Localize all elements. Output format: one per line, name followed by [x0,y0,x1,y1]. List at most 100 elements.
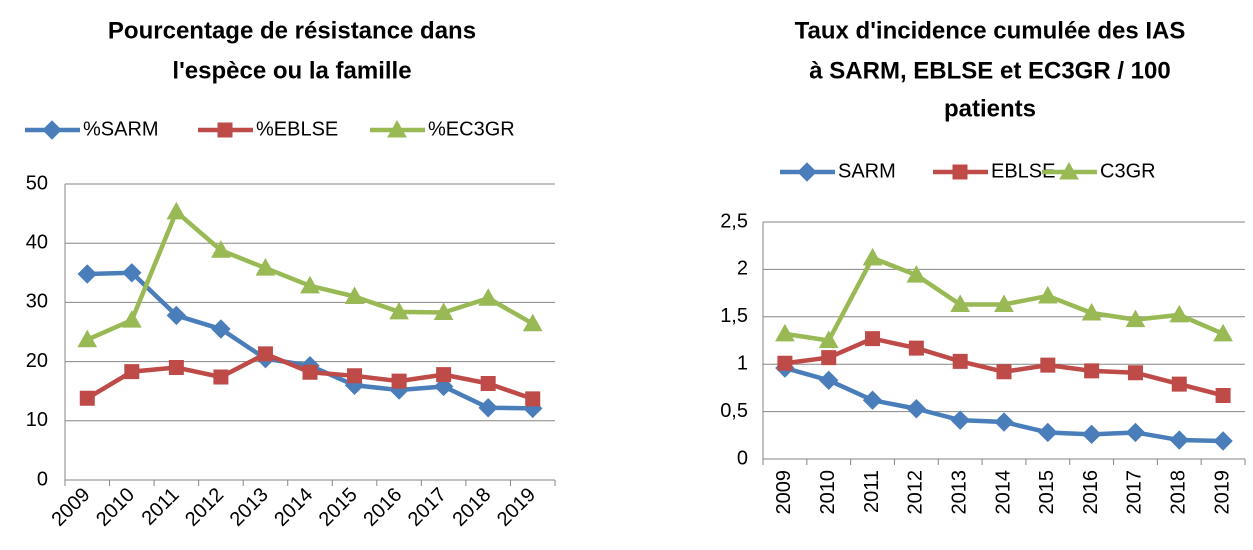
x-tick-label: 2010 [817,470,839,515]
y-tick-label: 1,5 [720,305,748,327]
data-point [908,340,924,356]
data-point [480,376,496,392]
data-point [950,410,970,430]
data-point [1171,376,1187,392]
x-tick-label: 2009 [48,484,95,531]
x-tick-label: 2013 [226,484,273,531]
data-point [1081,424,1102,445]
data-point [211,240,231,258]
x-tick-label: 2017 [1124,470,1146,515]
chart-title: l'espèce ou la famille [172,57,411,84]
data-point [344,286,365,304]
legend-marker [217,122,233,138]
legend-marker [42,120,62,140]
legend-label: EBLSE [991,160,1055,182]
data-point [257,346,273,362]
data-point [302,364,318,380]
data-point [525,391,541,407]
data-point [906,399,927,419]
chart-title: Taux d'incidence cumulée des IAS [795,17,1186,44]
data-point [950,294,971,312]
data-point [1215,387,1231,403]
data-point [1037,285,1058,304]
data-point [994,294,1014,312]
legend-label: SARM [838,160,896,182]
data-point [996,364,1012,380]
y-tick-label: 2 [737,258,748,280]
data-point [347,368,363,384]
legend-marker [952,164,968,180]
data-point [1127,365,1143,381]
x-tick-label: 2011 [138,484,184,530]
data-point [300,275,320,294]
data-point [1169,430,1189,450]
legend-marker [387,119,407,138]
x-tick-label: 2017 [404,484,451,531]
x-tick-label: 2011 [861,470,883,513]
data-point [211,319,231,339]
legend-label: C3GR [1100,160,1156,182]
data-point [1125,422,1146,443]
x-tick-label: 2010 [92,484,139,531]
x-tick-label: 2016 [359,484,406,531]
data-point [821,350,837,366]
data-point [818,330,839,348]
x-tick-label: 2013 [948,470,970,515]
data-point [433,302,454,320]
data-point [1213,323,1233,342]
data-point [777,355,793,371]
x-tick-label: 2014 [992,470,1014,515]
y-tick-label: 50 [26,172,48,194]
y-tick-label: 1 [737,352,748,374]
x-tick-label: 2019 [493,484,540,531]
data-point [124,364,140,380]
x-tick-label: 2015 [1036,470,1058,515]
x-tick-label: 2012 [181,484,228,531]
data-point [166,201,187,220]
data-point [478,288,499,306]
x-tick-label: 2019 [1211,470,1233,515]
x-tick-label: 2015 [315,484,362,531]
y-tick-label: 10 [26,409,48,431]
chart-title: patients [944,95,1036,122]
data-point [1169,304,1190,323]
legend-marker [1059,161,1079,180]
data-point [122,263,142,283]
legend-label: %SARM [83,118,159,140]
data-point [1081,302,1102,321]
legend-label: %EBLSE [256,118,338,140]
y-tick-label: 0 [737,447,748,469]
legend-marker [797,162,817,182]
data-point [166,305,187,326]
y-tick-label: 30 [26,291,48,313]
data-point [865,331,881,347]
legend-label: %EC3GR [428,118,515,140]
y-tick-label: 0 [37,468,48,490]
data-point [775,323,795,342]
data-point [213,369,229,385]
data-point [1040,357,1056,373]
x-tick-label: 2016 [1080,470,1102,515]
y-tick-label: 20 [26,350,48,372]
x-tick-label: 2014 [270,484,317,531]
x-tick-label: 2012 [905,470,927,515]
data-point [478,398,498,418]
data-point [77,264,97,284]
y-tick-label: 40 [26,231,48,253]
data-point [121,310,142,328]
series-line [86,209,534,342]
data-point [1213,431,1233,451]
data-point [862,248,883,266]
chart-title: à SARM, EBLSE et EC3GR / 100 [809,57,1170,84]
x-tick-label: 2009 [773,470,795,515]
data-point [819,370,839,391]
data-point [255,258,276,276]
chart-title: Pourcentage de résistance dans [108,17,476,44]
data-point [168,360,184,376]
y-tick-label: 0,5 [720,400,748,422]
data-point [862,390,883,410]
data-point [436,367,452,383]
x-tick-label: 2018 [1168,470,1190,515]
data-point [1084,363,1100,379]
